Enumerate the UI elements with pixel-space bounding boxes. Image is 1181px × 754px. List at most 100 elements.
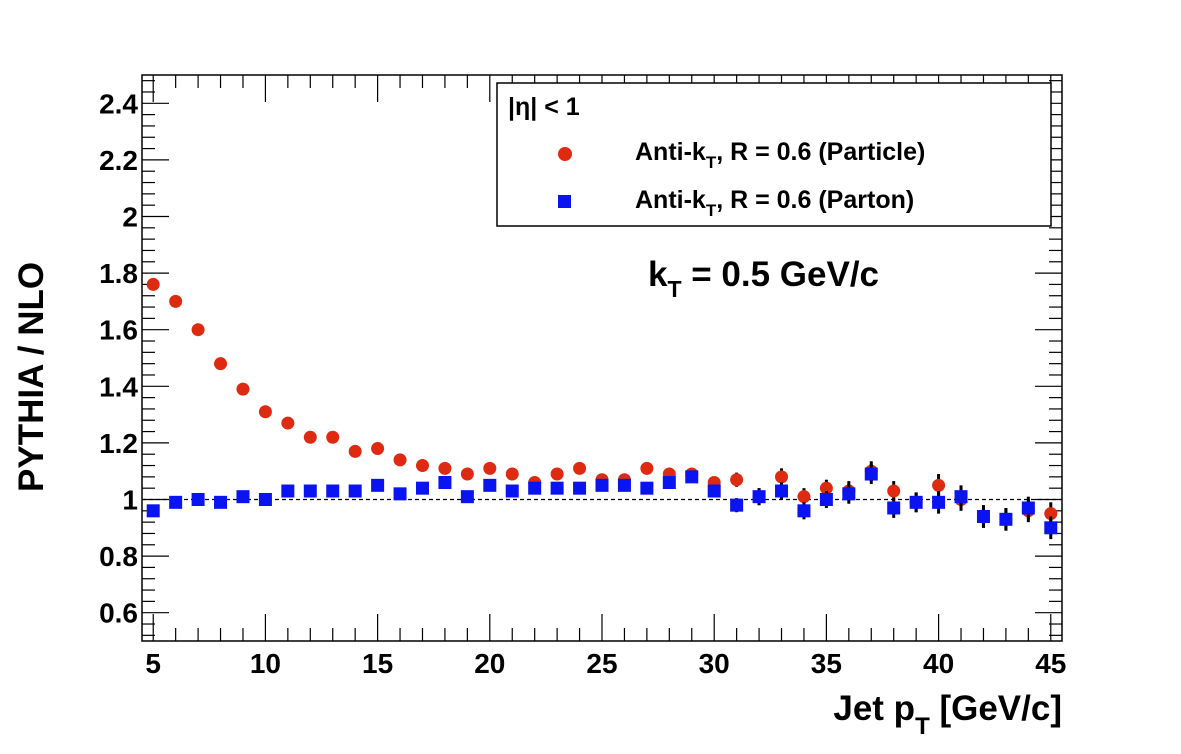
data-point-parton xyxy=(505,484,519,498)
data-point-parton xyxy=(819,493,833,506)
y-tick-label: 1.6 xyxy=(99,315,138,346)
series-parton xyxy=(146,464,1058,540)
legend-header: |η| < 1 xyxy=(508,93,580,121)
data-point-parton xyxy=(775,484,789,498)
y-tick-label: 1.8 xyxy=(99,258,138,289)
y-tick-label: 2.2 xyxy=(99,145,138,176)
data-point-parton xyxy=(393,487,407,501)
x-tick-label: 10 xyxy=(250,648,281,679)
data-point-particle xyxy=(371,442,385,456)
data-point-parton xyxy=(752,490,766,504)
data-point-parton xyxy=(415,481,429,495)
data-point-parton xyxy=(326,484,340,498)
data-point-particle xyxy=(415,459,429,473)
data-point-parton xyxy=(1044,521,1058,535)
data-point-parton xyxy=(146,504,160,518)
data-point-particle xyxy=(887,484,901,498)
data-point-particle xyxy=(191,323,205,337)
x-axis-title: Jet pT [GeV/c] xyxy=(833,689,1062,740)
y-tick-label: 0.6 xyxy=(99,598,138,629)
x-tick-label: 45 xyxy=(1035,648,1066,679)
data-point-particle xyxy=(775,470,789,484)
data-point-particle xyxy=(393,453,407,467)
legend-label-particle: Anti-kT, R = 0.6 (Particle) xyxy=(635,138,925,172)
data-point-particle xyxy=(819,481,833,495)
data-point-parton xyxy=(281,484,295,498)
data-point-particle xyxy=(730,473,744,487)
data-point-particle xyxy=(146,277,160,291)
y-tick-label: 1.4 xyxy=(99,371,138,402)
data-point-parton xyxy=(191,493,205,506)
data-point-parton xyxy=(550,481,564,495)
data-point-parton xyxy=(909,495,923,509)
data-point-particle xyxy=(1044,507,1058,521)
data-point-parton xyxy=(617,478,631,492)
data-point-parton xyxy=(887,501,901,515)
legend: |η| < 1 Anti-kT, R = 0.6 (Particle) Anti… xyxy=(496,82,1052,227)
data-point-parton xyxy=(258,493,272,506)
x-tick-label: 40 xyxy=(923,648,954,679)
y-axis-title: PYTHIA / NLO xyxy=(12,262,51,492)
data-point-parton xyxy=(528,481,542,495)
data-point-parton xyxy=(214,495,228,509)
x-tick-label: 25 xyxy=(586,648,617,679)
data-point-parton xyxy=(303,484,317,498)
data-point-parton xyxy=(1021,501,1035,515)
data-point-parton xyxy=(573,481,587,495)
x-tick-label: 30 xyxy=(699,648,730,679)
y-tick-label: 2 xyxy=(122,202,138,233)
data-point-parton xyxy=(640,481,654,495)
x-tick-label: 15 xyxy=(362,648,393,679)
y-tick-label: 1.2 xyxy=(99,428,138,459)
data-point-particle xyxy=(505,467,519,481)
x-tick-label: 5 xyxy=(145,648,161,679)
data-point-parton xyxy=(954,490,968,504)
legend-marker-particle xyxy=(558,147,572,161)
data-point-parton xyxy=(438,476,452,490)
data-point-particle xyxy=(214,357,228,371)
data-point-parton xyxy=(460,490,474,504)
data-point-particle xyxy=(573,461,587,475)
legend-marker-parton xyxy=(558,195,571,208)
legend-box xyxy=(496,82,1052,227)
kt-annotation: kT = 0.5 GeV/c xyxy=(648,255,879,302)
data-point-particle xyxy=(348,444,362,458)
data-point-parton xyxy=(662,476,676,490)
data-point-parton xyxy=(595,478,609,492)
y-tick-label: 2.4 xyxy=(99,88,138,119)
legend-label-parton: Anti-kT, R = 0.6 (Parton) xyxy=(635,186,914,220)
data-point-parton xyxy=(348,484,362,498)
data-point-particle xyxy=(236,382,250,396)
data-point-parton xyxy=(730,498,744,512)
data-point-parton xyxy=(842,487,856,501)
y-tick-label: 1 xyxy=(122,485,138,516)
data-point-parton xyxy=(864,467,878,481)
data-point-particle xyxy=(640,461,654,475)
data-point-parton xyxy=(797,504,811,518)
data-points xyxy=(146,277,1058,540)
data-point-particle xyxy=(169,294,183,308)
data-point-parton xyxy=(707,484,721,498)
data-point-particle xyxy=(258,405,272,419)
data-point-particle xyxy=(281,416,295,430)
data-point-particle xyxy=(483,461,497,475)
data-point-particle xyxy=(438,461,452,475)
y-tick-label: 0.8 xyxy=(99,541,138,572)
x-axis: 5 10 15 20 25 30 35 40 45 xyxy=(145,75,1066,679)
data-point-parton xyxy=(371,478,385,492)
data-point-particle xyxy=(797,490,811,504)
data-point-particle xyxy=(932,478,946,492)
data-point-parton xyxy=(932,495,946,509)
data-point-parton xyxy=(685,470,699,484)
data-point-parton xyxy=(169,495,183,509)
data-point-parton xyxy=(483,478,497,492)
data-point-parton xyxy=(976,509,990,523)
x-tick-label: 20 xyxy=(474,648,505,679)
x-tick-label: 35 xyxy=(811,648,842,679)
data-point-particle xyxy=(326,430,340,444)
data-point-parton xyxy=(999,512,1013,526)
data-point-particle xyxy=(303,430,317,444)
data-point-parton xyxy=(236,490,250,504)
data-point-particle xyxy=(460,467,474,481)
